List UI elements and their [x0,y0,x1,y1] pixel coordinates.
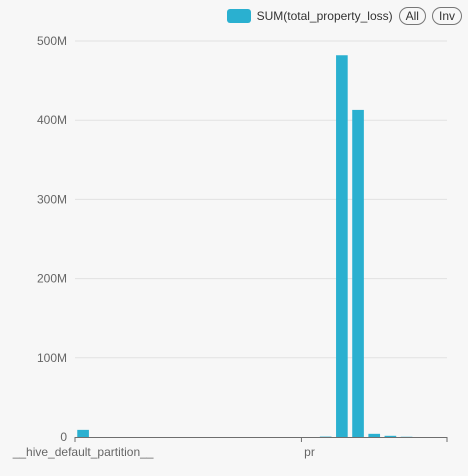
y-tick-label: 500M [37,34,67,48]
legend-swatch [226,9,251,23]
legend-series-label: SUM(total_property_loss) [256,9,393,23]
inv-button[interactable]: Inv [431,7,462,25]
y-tick-label: 400M [37,113,67,127]
bar[interactable] [384,435,397,437]
y-tick-label: 300M [37,192,67,206]
bar[interactable] [336,55,348,437]
bar[interactable] [77,429,89,437]
y-tick-label: 100M [37,351,67,365]
axis-labels: 0 100M 200M 300M 400M 500M __hive_default_part… [12,34,315,459]
x-tick-label: pr [304,445,315,459]
y-tick-label: 0 [60,430,67,444]
legend: SUM(total_property_loss) All Inv [226,7,462,25]
x-tick-label: __hive_default_partition__ [12,445,154,459]
all-button[interactable]: All [398,7,426,25]
y-tick-label: 200M [37,272,67,286]
grid-lines [75,40,447,359]
legend-item-series[interactable]: SUM(total_property_loss) [226,9,393,23]
bar[interactable] [368,433,381,437]
bars [77,55,413,438]
bar[interactable] [352,109,364,438]
x-axis [74,437,448,442]
